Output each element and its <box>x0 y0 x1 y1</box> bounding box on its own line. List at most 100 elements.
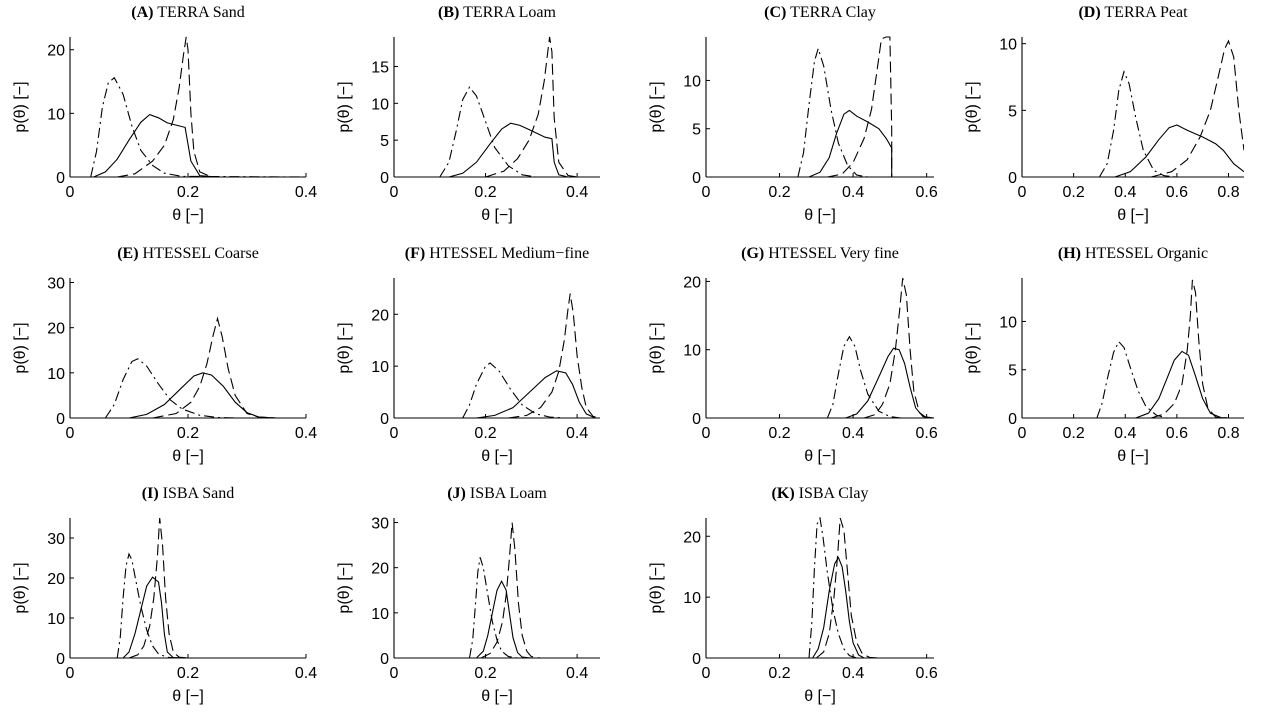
y-tick-label: 0 <box>380 651 389 668</box>
panel-b: (B) TERRA Loam 0 0.2 0.4 0 5 10 15 θ [−] p(θ) [−] <box>336 4 600 224</box>
panel-title: (J) ISBA Loam <box>447 485 547 502</box>
x-tick-label: 0.2 <box>768 425 790 442</box>
y-tick-label: 30 <box>371 516 389 533</box>
panel-title: (A) TERRA Sand <box>131 4 245 21</box>
x-tick-label: 0 <box>66 184 75 201</box>
y-axis-label: p(θ) [−] <box>964 322 981 373</box>
panel-title: (G) HTESSEL Very fine <box>741 245 899 262</box>
series-line-dashdot <box>104 358 306 418</box>
y-tick-label: 0 <box>692 170 701 187</box>
y-tick-label: 5 <box>380 133 389 150</box>
panel-title: (D) TERRA Peat <box>1078 4 1188 21</box>
x-tick-label: 0.4 <box>842 184 864 201</box>
series-line-solid <box>476 579 600 658</box>
panel-name: TERRA Clay <box>790 4 876 21</box>
series-line-dashed <box>1150 279 1244 418</box>
x-tick-label: 0 <box>1018 184 1027 201</box>
x-tick-label: 0.2 <box>1063 184 1085 201</box>
series-line-solid <box>1135 350 1244 418</box>
series-line-dashed <box>117 36 306 177</box>
panel-c: (C) TERRA Clay 0 0.2 0.4 0.6 0 5 10 θ [−] p(θ) [−… <box>648 4 938 224</box>
series-line-dashed <box>863 277 934 418</box>
panel-k: (K) ISBA Clay 0 0.2 0.4 0.6 0 10 20 θ [−] p(θ) [−… <box>648 485 938 705</box>
x-tick-label: 0.2 <box>474 665 496 682</box>
panel-letter: (C) <box>764 4 786 21</box>
y-axis-label: p(θ) [−] <box>336 562 353 613</box>
x-axis-label: θ [−] <box>804 688 836 705</box>
series-line-dashed <box>485 36 600 177</box>
x-axis-label: θ [−] <box>804 448 836 465</box>
x-tick-label: 0.8 <box>1217 425 1239 442</box>
series-line-solid <box>812 556 934 658</box>
panel-name: ISBA Clay <box>799 485 869 502</box>
panel-title: (K) ISBA Clay <box>772 485 869 502</box>
y-tick-label: 5 <box>1008 363 1017 380</box>
series-line-dashed <box>508 293 600 418</box>
y-axis-label: p(θ) [−] <box>12 322 29 373</box>
series-line-dashdot <box>90 76 306 177</box>
panel-name: HTESSEL Very fine <box>768 245 899 262</box>
x-tick-label: 0.2 <box>177 425 199 442</box>
x-tick-label: 0.4 <box>295 184 317 201</box>
panel-letter: (H) <box>1058 245 1081 262</box>
series-line-dashdot <box>797 46 934 177</box>
x-axis-label: θ [−] <box>172 448 204 465</box>
y-tick-label: 0 <box>56 170 65 187</box>
panel-letter: (F) <box>405 245 425 262</box>
x-tick-label: 0.2 <box>768 184 790 201</box>
x-tick-label: 0.2 <box>177 665 199 682</box>
x-tick-label: 0 <box>1018 425 1027 442</box>
panel-g: (G) HTESSEL Very fine 0 0.2 0.4 0.6 0 10 20 θ [−… <box>648 245 938 465</box>
x-axis-label: θ [−] <box>481 688 513 705</box>
y-tick-label: 30 <box>47 276 65 293</box>
x-tick-label: 0.2 <box>1063 425 1085 442</box>
y-axis-label: p(θ) [−] <box>12 562 29 613</box>
x-tick-label: 0.2 <box>177 184 199 201</box>
series-line-dashdot <box>462 362 600 418</box>
x-tick-label: 0.6 <box>1166 425 1188 442</box>
series-line-solid <box>1114 124 1244 177</box>
panel-name: HTESSEL Coarse <box>143 245 259 262</box>
x-tick-label: 0.6 <box>916 665 938 682</box>
panel-h: (H) HTESSEL Organic 0 0.2 0.4 0.6 0.8 0 5 10 θ [−… <box>964 245 1244 465</box>
x-tick-label: 0 <box>390 665 399 682</box>
x-tick-label: 0.4 <box>566 184 588 201</box>
y-axis-label: p(θ) [−] <box>964 81 981 132</box>
panel-letter: (G) <box>741 245 764 262</box>
y-tick-label: 20 <box>47 43 65 60</box>
y-tick-label: 10 <box>371 359 389 376</box>
y-tick-label: 10 <box>683 343 701 360</box>
y-tick-label: 0 <box>56 411 65 428</box>
panel-j: (J) ISBA Loam 0 0.2 0.4 0 10 20 30 θ [−] p(θ) [−] <box>336 485 600 705</box>
x-tick-label: 0.2 <box>474 184 496 201</box>
panel-name: ISBA Loam <box>470 485 547 502</box>
series-line-dashdot <box>808 517 934 658</box>
series-line-dashdot <box>439 86 600 177</box>
x-tick-label: 0.2 <box>474 425 496 442</box>
y-tick-label: 15 <box>371 59 389 76</box>
y-axis-label: p(θ) [−] <box>12 81 29 132</box>
panel-letter: (I) <box>142 485 159 502</box>
x-tick-label: 0.4 <box>1114 425 1136 442</box>
x-tick-label: 0 <box>390 425 399 442</box>
panel-name: HTESSEL Organic <box>1085 245 1208 262</box>
y-tick-label: 0 <box>56 651 65 668</box>
y-tick-label: 5 <box>692 122 701 139</box>
x-axis-label: θ [−] <box>172 688 204 705</box>
series-line-dashed <box>815 517 934 658</box>
y-tick-label: 10 <box>999 314 1017 331</box>
y-tick-label: 10 <box>371 606 389 623</box>
x-tick-label: 0.8 <box>1217 184 1239 201</box>
x-tick-label: 0 <box>390 184 399 201</box>
panel-name: TERRA Peat <box>1104 4 1188 21</box>
panel-f: (F) HTESSEL Medium−fine 0 0.2 0.4 0 10 20 θ [−]… <box>336 245 600 465</box>
y-tick-label: 0 <box>380 170 389 187</box>
x-tick-label: 0.4 <box>566 425 588 442</box>
series-line-dashed <box>128 517 306 658</box>
panel-letter: (D) <box>1078 4 1100 21</box>
y-tick-label: 20 <box>683 529 701 546</box>
x-axis-label: θ [−] <box>172 207 204 224</box>
x-tick-label: 0.2 <box>768 665 790 682</box>
series-line-dashdot <box>116 552 306 658</box>
